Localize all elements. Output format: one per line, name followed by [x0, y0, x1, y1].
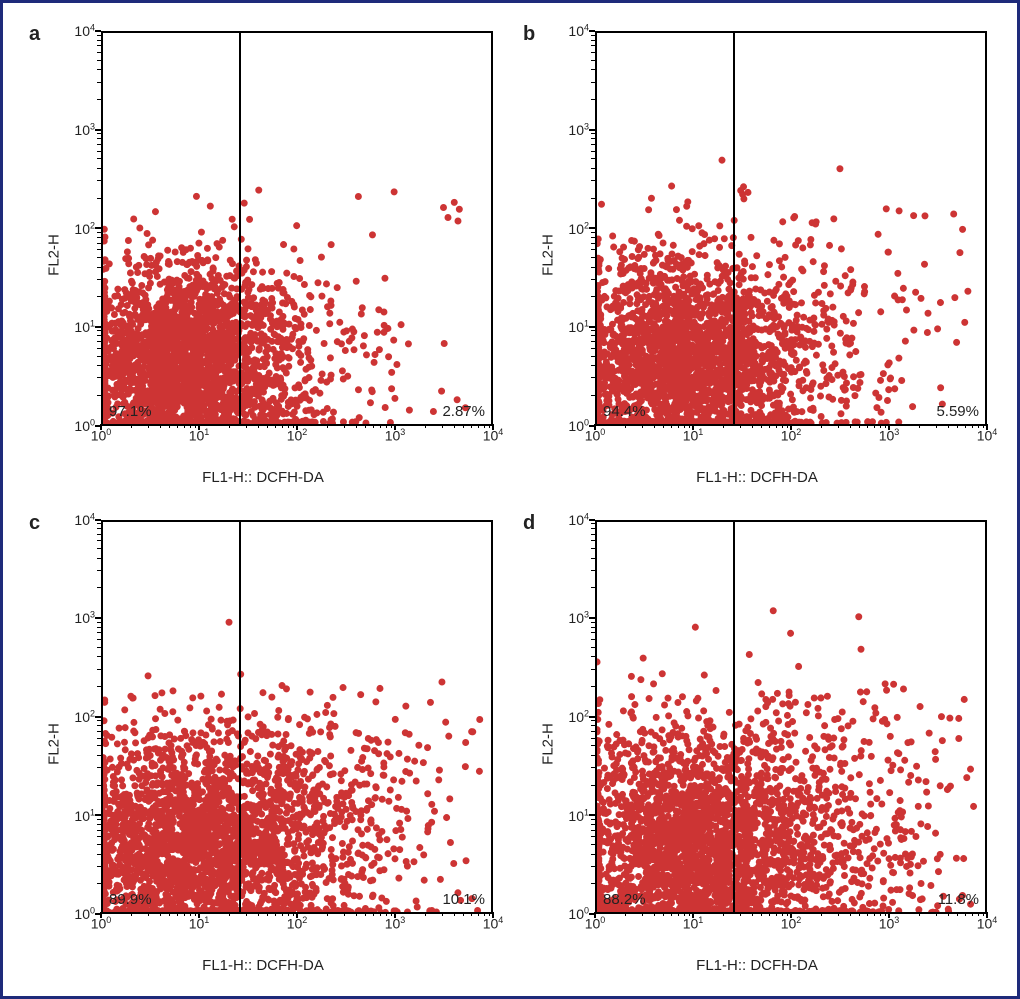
y-axis-label: FL2-H — [45, 723, 62, 765]
gate-line — [239, 522, 241, 913]
y-ticks: 100101102103104 — [519, 31, 595, 426]
panel-a: a97.1%2.87%10010110210310410010110210310… — [25, 17, 501, 494]
figure-container: a97.1%2.87%10010110210310410010110210310… — [0, 0, 1020, 999]
y-axis-label: FL2-H — [45, 234, 62, 276]
right-percent-label: 10.1% — [442, 891, 485, 908]
scatter-plot: 88.2% 11.8% — [595, 520, 987, 915]
panel-grid: a97.1%2.87%10010110210310410010110210310… — [25, 17, 995, 982]
x-tick-label: 103 — [879, 916, 900, 931]
y-tick-label: 103 — [568, 122, 589, 137]
x-tick-label: 104 — [483, 916, 504, 931]
left-percent-label: 89.9% — [109, 891, 152, 908]
x-tick-label: 100 — [585, 916, 606, 931]
y-tick-label: 102 — [74, 221, 95, 236]
x-ticks: 100101102103104 — [595, 426, 987, 462]
x-tick-label: 103 — [879, 428, 900, 443]
y-tick-label: 102 — [568, 221, 589, 236]
left-percent-label: 97.1% — [109, 403, 152, 420]
scatter-plot: 89.9% 10.1% — [101, 520, 493, 915]
right-percent-label: 11.8% — [938, 891, 979, 908]
panel-d: d88.2%11.8%10010110210310410010110210310… — [519, 506, 995, 983]
y-tick-label: 101 — [568, 320, 589, 335]
x-axis-label: FL1-H:: DCFH-DA — [25, 469, 501, 486]
scatter-plot: 94.4% 5.59% — [595, 31, 987, 426]
scatter-plot: 97.1% 2.87% — [101, 31, 493, 426]
x-tick-label: 104 — [977, 916, 998, 931]
y-tick-label: 102 — [568, 709, 589, 724]
x-axis-label: FL1-H:: DCFH-DA — [25, 957, 501, 974]
x-tick-label: 103 — [385, 916, 406, 931]
gate-line — [239, 33, 241, 424]
y-tick-label: 101 — [74, 808, 95, 823]
y-tick-label: 104 — [568, 24, 589, 39]
left-percent-label: 88.2% — [603, 891, 646, 908]
x-tick-label: 102 — [781, 428, 802, 443]
x-tick-label: 102 — [287, 916, 308, 931]
y-ticks: 100101102103104 — [25, 31, 101, 426]
x-tick-label: 101 — [683, 916, 704, 931]
right-percent-label: 2.87% — [442, 403, 485, 420]
y-tick-label: 103 — [568, 611, 589, 626]
x-tick-label: 102 — [287, 428, 308, 443]
y-tick-label: 104 — [74, 512, 95, 527]
y-axis-label: FL2-H — [539, 723, 556, 765]
x-tick-label: 100 — [585, 428, 606, 443]
panel-b: b94.4%5.59%10010110210310410010110210310… — [519, 17, 995, 494]
y-tick-label: 104 — [568, 512, 589, 527]
y-tick-label: 101 — [568, 808, 589, 823]
y-tick-label: 102 — [74, 709, 95, 724]
x-tick-label: 101 — [683, 428, 704, 443]
x-axis-label: FL1-H:: DCFH-DA — [519, 469, 995, 486]
y-tick-label: 103 — [74, 611, 95, 626]
y-tick-label: 104 — [74, 24, 95, 39]
x-tick-label: 101 — [189, 916, 210, 931]
y-ticks: 100101102103104 — [519, 520, 595, 915]
right-percent-label: 5.59% — [936, 403, 979, 420]
x-ticks: 100101102103104 — [101, 426, 493, 462]
left-percent-label: 94.4% — [603, 403, 646, 420]
y-tick-label: 103 — [74, 122, 95, 137]
y-tick-label: 101 — [74, 320, 95, 335]
y-ticks: 100101102103104 — [25, 520, 101, 915]
x-tick-label: 101 — [189, 428, 210, 443]
x-tick-label: 104 — [483, 428, 504, 443]
x-ticks: 100101102103104 — [595, 914, 987, 950]
y-axis-label: FL2-H — [539, 234, 556, 276]
x-tick-label: 103 — [385, 428, 406, 443]
x-tick-label: 100 — [91, 428, 112, 443]
x-axis-label: FL1-H:: DCFH-DA — [519, 957, 995, 974]
x-ticks: 100101102103104 — [101, 914, 493, 950]
x-tick-label: 102 — [781, 916, 802, 931]
x-tick-label: 100 — [91, 916, 112, 931]
panel-c: c89.9%10.1%10010110210310410010110210310… — [25, 506, 501, 983]
gate-line — [733, 33, 735, 424]
x-tick-label: 104 — [977, 428, 998, 443]
gate-line — [733, 522, 735, 913]
